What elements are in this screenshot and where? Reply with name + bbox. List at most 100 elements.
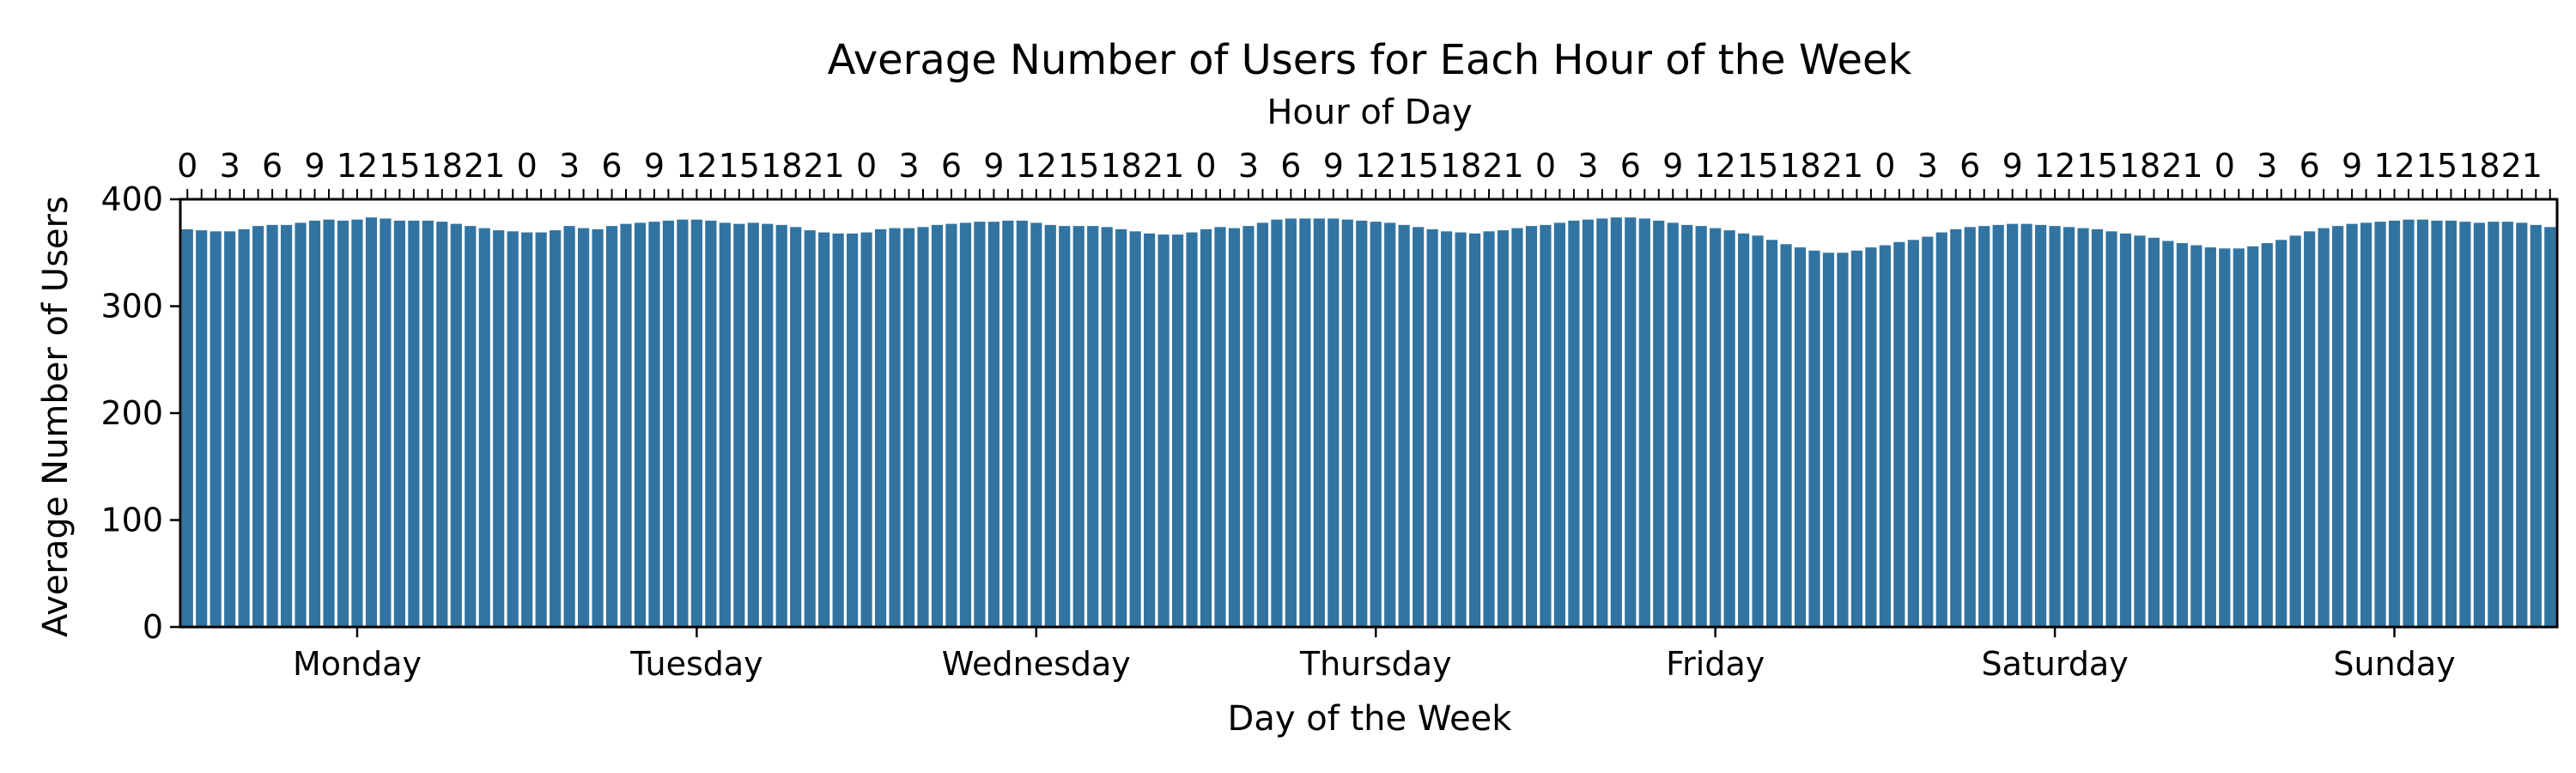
bar xyxy=(1341,219,1353,627)
bar xyxy=(1228,228,1241,627)
bar xyxy=(634,222,647,627)
bar xyxy=(762,223,774,627)
hour-tick-label: 0 xyxy=(1195,147,1216,185)
bar xyxy=(1822,253,1835,627)
bar xyxy=(2544,227,2556,627)
bar xyxy=(308,220,321,627)
hour-tick-label: 0 xyxy=(517,147,538,185)
bar xyxy=(1625,217,1637,627)
bar xyxy=(1723,230,1735,627)
bar xyxy=(323,219,335,627)
bar xyxy=(1710,228,1722,627)
bar xyxy=(181,228,193,627)
bar xyxy=(2388,220,2401,627)
bar xyxy=(648,222,660,627)
bar xyxy=(1738,233,1750,627)
bar xyxy=(2346,223,2358,627)
bar xyxy=(2501,222,2513,627)
bar xyxy=(592,228,604,627)
hour-tick-label: 6 xyxy=(941,147,962,185)
bar xyxy=(1413,227,1425,627)
hour-tick-label: 12 xyxy=(1016,147,1057,185)
bar xyxy=(818,232,830,627)
y-tick-label: 0 xyxy=(143,608,163,646)
bar xyxy=(408,220,420,627)
bar xyxy=(1540,224,1552,627)
bar xyxy=(2233,248,2245,627)
bar xyxy=(1935,232,1947,627)
bar xyxy=(521,232,533,627)
bar xyxy=(1356,220,1368,627)
bar xyxy=(2275,240,2287,627)
hour-tick-label: 0 xyxy=(1535,147,1556,185)
bar xyxy=(1794,247,1807,627)
bar xyxy=(337,220,349,627)
bar xyxy=(1992,224,2004,627)
bar xyxy=(450,223,462,627)
y-axis-label: Average Number of Users xyxy=(36,196,76,637)
bar xyxy=(1850,250,1863,627)
bar xyxy=(1879,245,1891,627)
hour-tick-label: 9 xyxy=(983,147,1004,185)
day-tick-label: Friday xyxy=(1666,645,1765,683)
bar xyxy=(2119,233,2132,627)
bar xyxy=(1327,218,1340,627)
day-tick-label: Monday xyxy=(293,645,422,683)
bar xyxy=(1299,218,1311,627)
bar xyxy=(1087,226,1099,628)
bar xyxy=(690,219,702,627)
bar xyxy=(2091,228,2104,627)
hour-tick-label: 18 xyxy=(2458,147,2500,185)
bar xyxy=(1468,233,1481,627)
bar xyxy=(465,226,477,628)
bar xyxy=(1256,222,1269,627)
bar xyxy=(2261,243,2273,627)
bar xyxy=(987,222,999,627)
bar xyxy=(1171,234,1184,627)
bar xyxy=(1441,231,1453,627)
bar xyxy=(1483,231,1495,627)
hour-tick-label: 15 xyxy=(1058,147,1099,185)
bar xyxy=(719,222,731,627)
bar xyxy=(1964,227,1976,627)
bar xyxy=(2516,222,2528,627)
bar xyxy=(2204,247,2216,627)
chart-title: Average Number of Users for Each Hour of… xyxy=(828,36,1912,84)
bar xyxy=(874,228,887,627)
bar xyxy=(1129,231,1141,627)
bar xyxy=(507,231,519,627)
bar xyxy=(393,220,405,627)
bar xyxy=(210,231,222,627)
bar xyxy=(1667,222,1679,627)
bar xyxy=(1865,247,1877,627)
bar xyxy=(2289,235,2301,627)
hour-tick-label: 6 xyxy=(1620,147,1641,185)
bar xyxy=(2431,220,2443,627)
bar xyxy=(1030,222,1042,627)
hour-tick-label: 21 xyxy=(464,147,505,185)
bar xyxy=(1765,240,1778,627)
bar xyxy=(1907,240,1919,627)
bar xyxy=(2035,224,2047,627)
bar xyxy=(775,224,787,627)
hour-tick-label: 12 xyxy=(676,147,717,185)
bar xyxy=(2488,222,2500,627)
hour-tick-label: 15 xyxy=(379,147,420,185)
bar xyxy=(620,223,632,627)
bar xyxy=(1511,228,1523,627)
hour-tick-label: 0 xyxy=(177,147,197,185)
hour-tick-label: 3 xyxy=(898,147,919,185)
hour-tick-label: 3 xyxy=(1577,147,1598,185)
bar xyxy=(2360,222,2372,627)
bar xyxy=(677,219,689,627)
hour-tick-label: 6 xyxy=(601,147,622,185)
bar xyxy=(1653,220,1665,627)
hour-tick-label: 3 xyxy=(559,147,580,185)
hour-tick-label: 12 xyxy=(2373,147,2415,185)
bar xyxy=(860,232,872,627)
bar xyxy=(2219,248,2231,627)
bar xyxy=(2077,228,2089,627)
hour-tick-label: 15 xyxy=(1737,147,1778,185)
